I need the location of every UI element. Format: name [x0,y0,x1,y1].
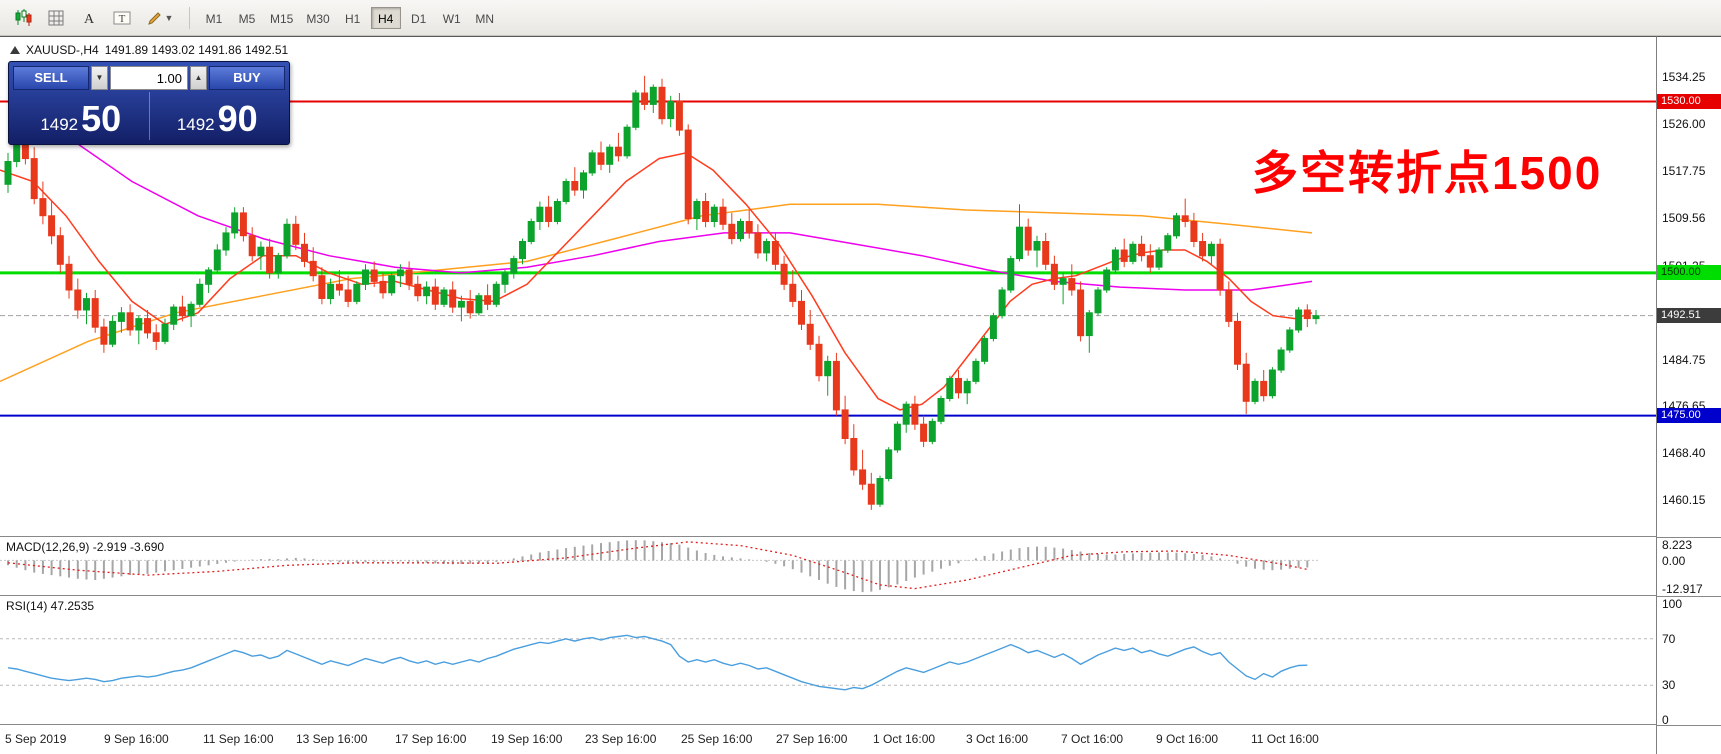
rsi-chart [0,634,1656,691]
time-axis-label: 19 Sep 16:00 [491,732,563,746]
axis-panel-separator [1657,537,1721,538]
time-axis-label: 25 Sep 16:00 [681,732,753,746]
time-axis-label: 9 Oct 16:00 [1156,732,1219,746]
macd-axis-label: -12.917 [1662,582,1703,596]
price-tick: 1468.40 [1662,446,1706,461]
time-axis-label: 11 Oct 16:00 [1251,732,1319,746]
time-axis-label: 27 Sep 16:00 [776,732,848,746]
svg-text:T: T [119,13,126,25]
timeframe-m15[interactable]: M15 [270,11,294,26]
time-axis-label: 23 Sep 16:00 [585,732,657,746]
draw-tool-icon[interactable]: ▼ [140,5,180,31]
toolbar: A T ▼ M1 M5 M15 M30 H1 H4 D1 W1 MN [0,0,1721,36]
price-line-badge: 1475.00 [1657,407,1721,423]
buy-button[interactable]: BUY [209,66,285,90]
candles-layer [4,75,1320,510]
time-axis-label: 9 Sep 16:00 [104,732,169,746]
label-glyph: T [113,11,131,25]
time-axis-label: 5 Sep 2019 [5,732,67,746]
grid-icon[interactable] [41,5,71,31]
macd-chart [0,540,1320,593]
ask-pips-digits: 90 [217,98,258,140]
axis-panel-separator [1657,596,1721,597]
macd-axis-label: 0.00 [1662,554,1686,569]
price-tick: 1526.00 [1662,117,1706,132]
ask-price[interactable]: 1492 90 [150,92,286,140]
timeframe-m5[interactable]: M5 [238,11,256,26]
time-axis-label: 3 Oct 16:00 [966,732,1029,746]
one-click-trading-panel: SELL ▼ ▲ BUY 1492 50 1492 90 [8,61,290,145]
time-axis-label: 17 Sep 16:00 [395,732,467,746]
volume-down-spinner[interactable]: ▼ [91,66,108,90]
macd-histogram-layer [7,540,1309,593]
toolbar-separator [189,6,190,29]
rsi-levels-layer [0,638,1656,686]
letter-a-glyph: A [84,12,95,26]
rsi-axis-label: 30 [1662,678,1676,693]
main-chart-panel[interactable]: XAUUSD-,H4 1491.89 1493.02 1491.86 1492.… [0,36,1656,536]
one-click-collapse-icon[interactable] [10,46,20,54]
price-axis[interactable]: 1534.251526.001517.751509.561501.251484.… [1656,36,1721,754]
timeframe-w1[interactable]: W1 [442,11,461,26]
macd-indicator-panel[interactable]: MACD(12,26,9) -2.919 -3.690 [0,536,1656,595]
sell-button[interactable]: SELL [13,66,89,90]
macd-label: MACD(12,26,9) -2.919 -3.690 [6,540,165,554]
rsi-axis-label: 0 [1662,713,1669,727]
label-tool-icon[interactable]: T [107,5,137,31]
macd-signal-line [7,541,1308,590]
ask-main-digits: 1492 [176,115,215,135]
svg-text:A: A [84,12,95,26]
chevron-down-icon: ▼ [164,12,174,23]
time-axis-label: 7 Oct 16:00 [1061,732,1124,746]
chart-symbol: XAUUSD-,H4 [26,43,99,57]
price-tick: 1509.56 [1662,211,1706,226]
volume-input[interactable] [110,66,188,90]
time-axis-label: 1 Oct 16:00 [873,732,936,746]
timeframe-d1[interactable]: D1 [411,11,427,26]
bid-main-digits: 1492 [40,115,79,135]
time-axis[interactable]: 5 Sep 2019 9 Sep 16:00 11 Sep 16:00 13 Sep … [0,724,1656,754]
price-tick: 1484.75 [1662,352,1706,367]
time-axis-label: 11 Sep 16:00 [203,732,274,746]
new-order-icon[interactable] [8,5,38,31]
rsi-label: RSI(14) 47.2535 [6,599,95,613]
rsi-axis-label: 100 [1662,597,1683,611]
volume-up-spinner[interactable]: ▲ [190,66,207,90]
bid-price[interactable]: 1492 50 [13,92,150,140]
pencil-glyph [147,11,161,25]
chart-title: XAUUSD-,H4 1491.89 1493.02 1491.86 1492.… [10,43,288,57]
timeframe-h1[interactable]: H1 [345,11,361,26]
current-price-badge: 1492.51 [1657,307,1721,323]
ma-slow-orange [0,203,1313,383]
rsi-line [7,634,1308,691]
price-line-badge: 1500.00 [1657,264,1721,280]
price-line-badge: 1530.00 [1657,93,1721,109]
timeframe-mn[interactable]: MN [475,11,495,26]
price-tick: 1534.25 [1662,70,1706,85]
axis-panel-separator [1657,725,1721,726]
ma-fast-red [0,152,1313,411]
grid-glyph [48,10,64,25]
timeframe-m30[interactable]: M30 [306,11,330,26]
rsi-indicator-panel[interactable]: RSI(14) 47.2535 [0,595,1656,724]
macd-axis-label: 8.223 [1662,538,1693,552]
price-tick: 1517.75 [1662,164,1706,179]
timeframe-m1[interactable]: M1 [205,11,223,26]
timeframe-h4[interactable]: H4 [370,6,401,29]
price-tick: 1460.15 [1662,493,1706,508]
chart-ohlc-values: 1491.89 1493.02 1491.86 1492.51 [104,43,289,57]
time-axis-label: 13 Sep 16:00 [296,732,368,746]
candles-glyph [15,9,31,26]
bid-pips-digits: 50 [81,98,122,140]
text-tool-icon[interactable]: A [74,5,104,31]
chart-annotation-text: 多空转折点1500 [1252,147,1603,199]
rsi-axis-label: 70 [1662,631,1676,646]
